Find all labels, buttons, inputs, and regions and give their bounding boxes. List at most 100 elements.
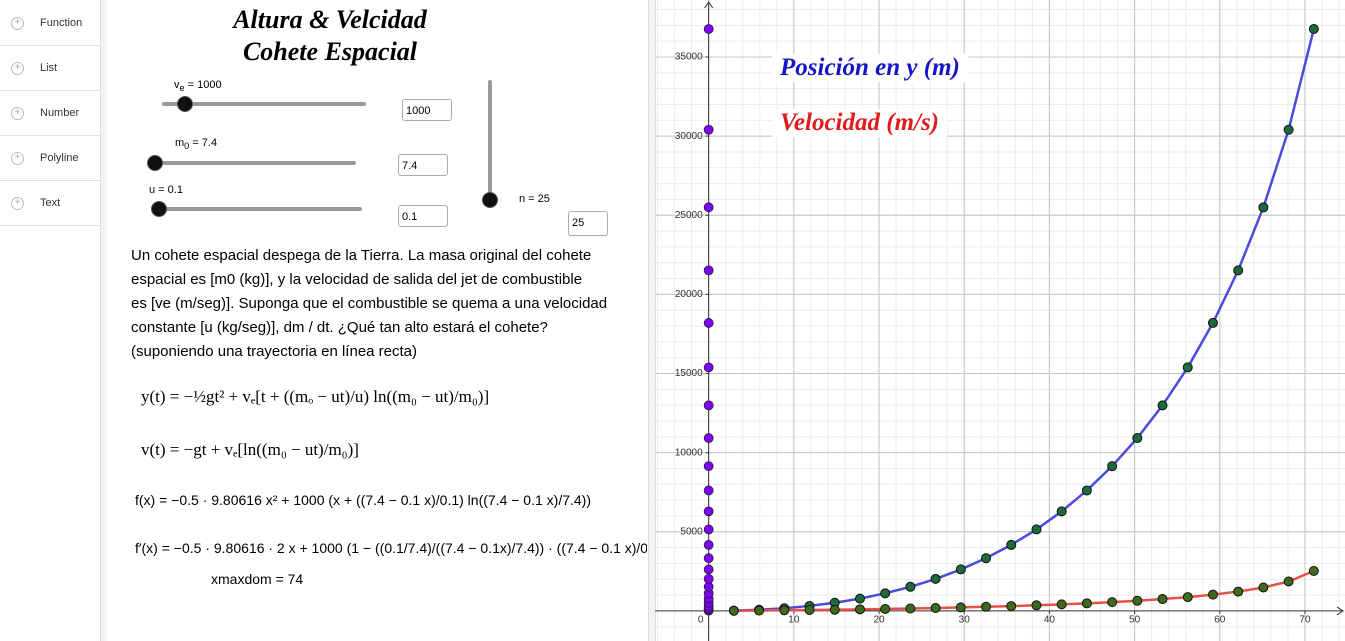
data-point	[880, 603, 891, 614]
slider-label: u = 0.1	[149, 184, 183, 196]
data-point	[1157, 400, 1168, 411]
slider-input[interactable]: 1000	[402, 99, 452, 121]
data-point	[981, 553, 992, 564]
x-tick-label: 60	[1214, 615, 1226, 626]
slider-input[interactable]: 25	[568, 211, 608, 236]
y-tick-label: 10000	[675, 447, 703, 458]
data-point	[1308, 23, 1319, 34]
slider-knob[interactable]	[482, 192, 498, 208]
tool-item[interactable]: + Text	[0, 180, 100, 226]
x-tick-label: 50	[1129, 615, 1141, 626]
data-point	[981, 601, 992, 612]
projection-point	[703, 573, 714, 584]
data-point	[779, 605, 790, 616]
x-tick-label: 20	[873, 615, 885, 626]
problem-line: espacial es [m0 (kg)], y la velocidad de…	[131, 271, 583, 288]
chart-label: Velocidad (m/s)	[772, 109, 948, 137]
tool-label[interactable]: Text	[40, 197, 61, 209]
data-point	[930, 602, 941, 613]
slider-knob[interactable]	[177, 96, 193, 112]
data-point	[880, 588, 891, 599]
slider-track[interactable]	[148, 161, 356, 165]
data-point	[1207, 589, 1218, 600]
slider-knob[interactable]	[147, 155, 163, 171]
projection-point	[703, 202, 714, 213]
slider-knob[interactable]	[151, 201, 167, 217]
problem-line: constante [u (kg/seg)], dm / dt. ¿Qué ta…	[131, 319, 548, 336]
data-point	[1157, 594, 1168, 605]
formula: f(x) = −0.5 · 9.80616 x² + 1000 (x + ((7…	[135, 492, 591, 508]
data-point	[905, 581, 916, 592]
projection-point	[703, 362, 714, 373]
data-point	[905, 603, 916, 614]
tool-label[interactable]: Polyline	[40, 152, 79, 164]
slider-label-text: m	[175, 137, 185, 149]
projection-point	[703, 524, 714, 535]
title-line: Cohete Espacial	[242, 37, 418, 66]
add-icon[interactable]: +	[11, 152, 24, 165]
problem-line: Un cohete espacial despega de la Tierra.…	[131, 247, 592, 264]
data-point	[1081, 598, 1092, 609]
data-point	[1132, 595, 1143, 606]
data-point	[1132, 433, 1143, 444]
add-icon[interactable]: +	[11, 17, 24, 30]
problem-line: (suponiendo una trayectoria en línea rec…	[131, 343, 418, 360]
slider-track[interactable]	[152, 207, 362, 211]
add-icon[interactable]: +	[11, 107, 24, 120]
formula: v(t) = −gt + vₑ[ln((m₀ − ut)/m₀)]	[141, 440, 359, 459]
data-point	[955, 564, 966, 575]
data-point	[1056, 599, 1067, 610]
data-point	[1107, 461, 1118, 472]
data-point	[1006, 539, 1017, 550]
y-tick-label: 25000	[675, 210, 703, 221]
slider-label-value: = 1000	[184, 79, 222, 91]
add-icon[interactable]: +	[11, 197, 24, 210]
slider-label: m0 = 7.4	[175, 137, 217, 151]
data-point	[930, 573, 941, 584]
tool-label[interactable]: Number	[40, 107, 80, 119]
projection-point	[703, 564, 714, 575]
tool-item[interactable]: + Function	[0, 0, 100, 46]
data-point	[1182, 592, 1193, 603]
formula: y(t) = −½gt² + vₑ[t + ((mₒ − ut)/u) ln((…	[141, 387, 490, 406]
data-point	[854, 593, 865, 604]
data-point	[1006, 601, 1017, 612]
slider-input[interactable]: 7.4	[398, 154, 448, 176]
y-tick-label: 5000	[680, 526, 703, 537]
slider-track[interactable]	[488, 80, 492, 202]
tool-label[interactable]: List	[40, 62, 58, 74]
x-tick-label: 0	[698, 615, 704, 626]
slider-label-text: v	[174, 79, 180, 91]
data-point	[728, 605, 739, 616]
x-tick-label: 10	[788, 615, 800, 626]
data-point	[1283, 576, 1294, 587]
y-axis-arrow	[704, 1, 714, 9]
tool-item[interactable]: + Polyline	[0, 135, 100, 181]
formula: xmaxdom = 74	[211, 571, 304, 587]
slider-track[interactable]	[162, 102, 366, 106]
data-point	[1182, 362, 1193, 373]
projection-point	[703, 265, 714, 276]
projection-point	[703, 506, 714, 517]
tool-item[interactable]: + Number	[0, 90, 100, 136]
slider-label-sub: e	[179, 83, 185, 94]
projection-point	[703, 24, 714, 34]
slider-input[interactable]: 0.1	[398, 205, 448, 227]
add-icon[interactable]: +	[11, 62, 24, 75]
slider-label-sub: 0	[184, 141, 190, 152]
panel-divider	[101, 0, 107, 641]
x-tick-label: 30	[959, 615, 971, 626]
panel-divider	[648, 0, 656, 641]
tool-label[interactable]: Function	[40, 17, 83, 29]
tool-item[interactable]: + List	[0, 45, 100, 91]
data-point	[1207, 317, 1218, 328]
title-line: Altura & Velcidad	[233, 5, 427, 34]
y-tick-label: 30000	[675, 131, 703, 142]
projection-point	[703, 553, 714, 564]
data-point	[829, 604, 840, 615]
y-tick-label: 15000	[675, 368, 703, 379]
y-tick-label: 35000	[675, 52, 703, 63]
data-point	[1031, 600, 1042, 611]
data-point	[754, 605, 765, 616]
